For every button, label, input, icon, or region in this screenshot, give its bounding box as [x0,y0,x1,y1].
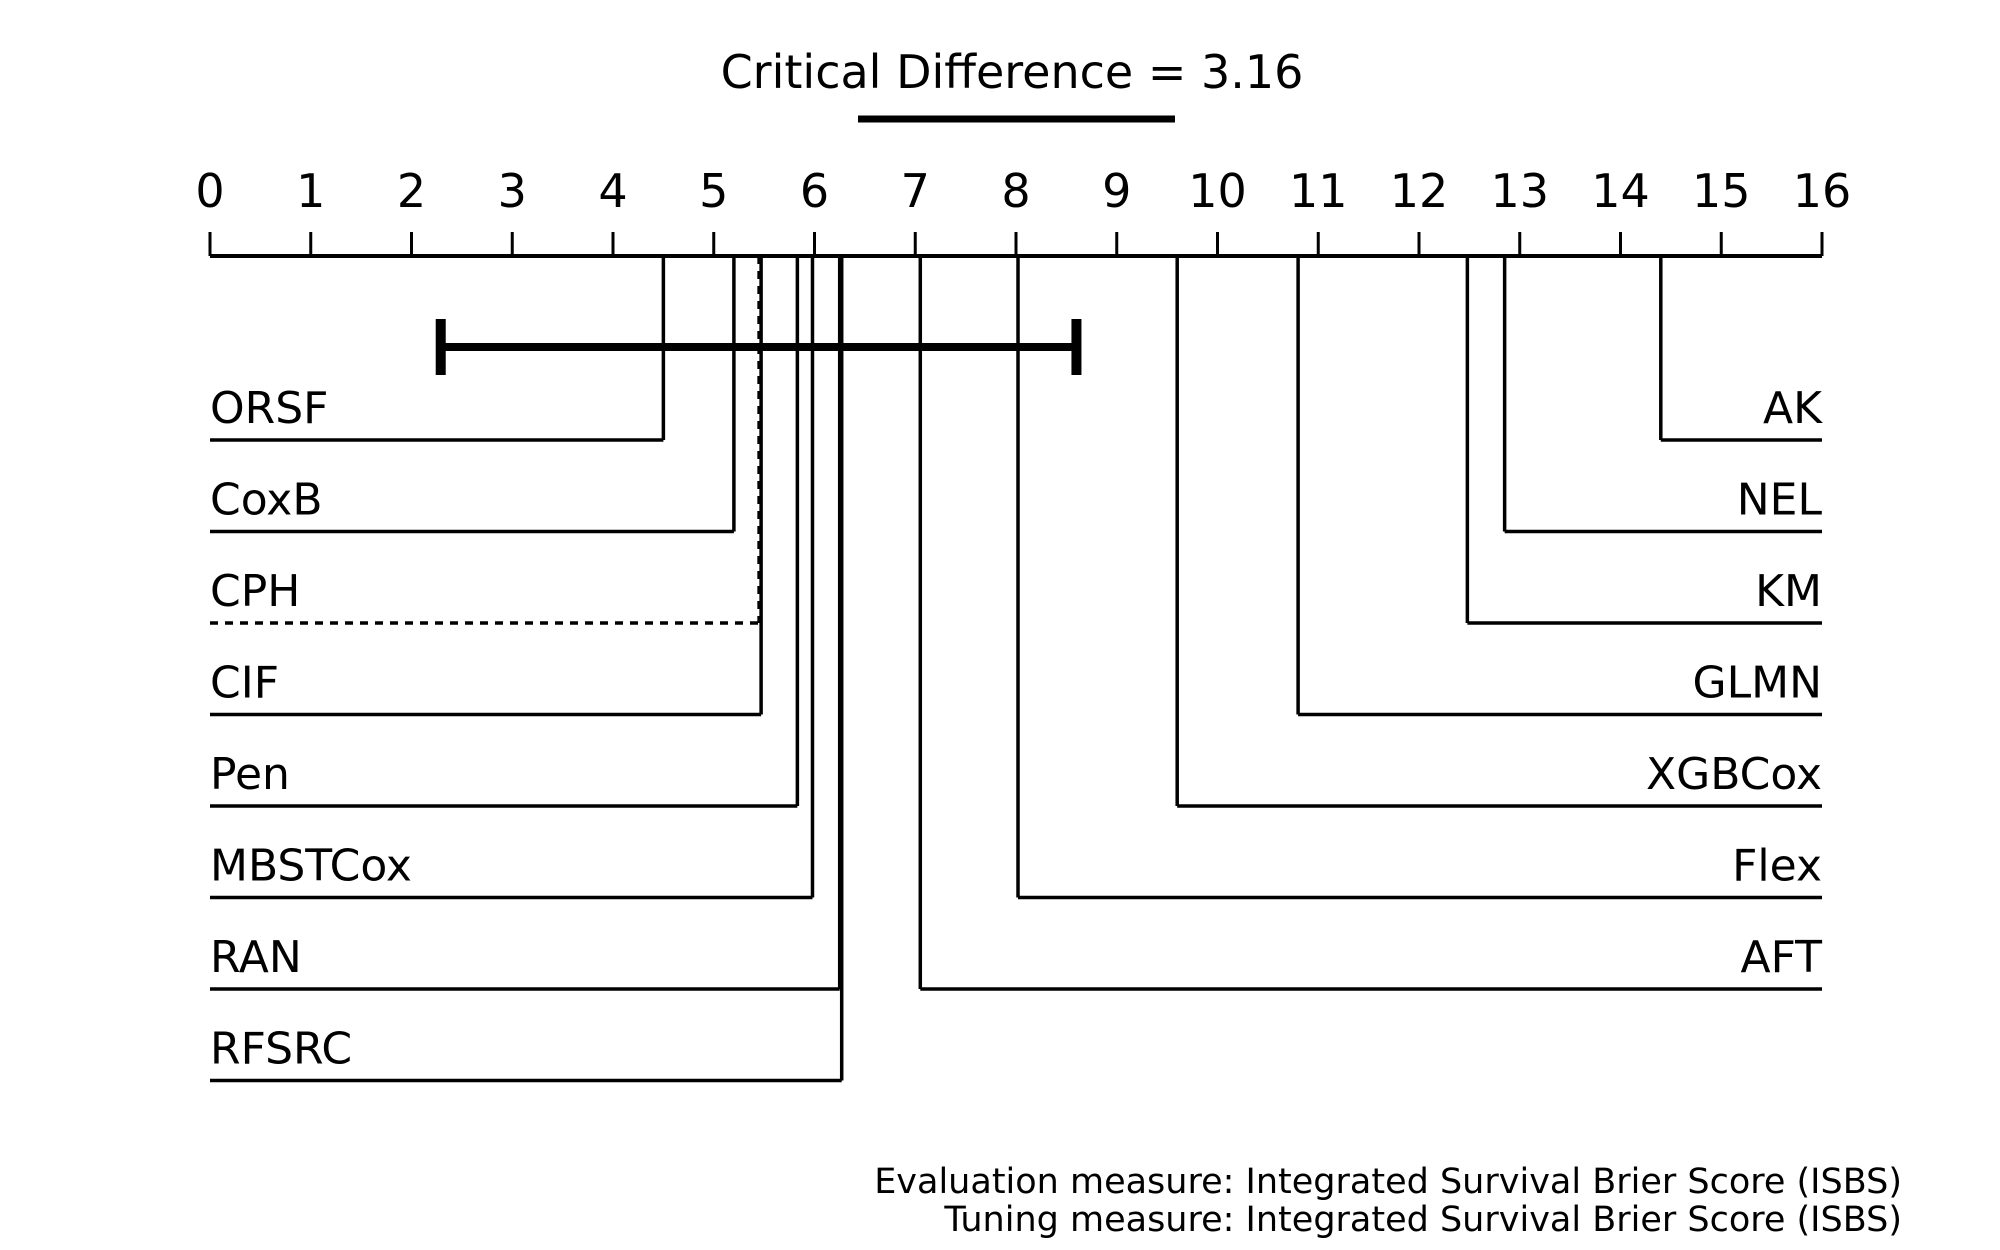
axis-tick-label: 12 [1390,164,1449,218]
method-glmn-label: GLMN [1693,658,1823,709]
method-ak-label: AK [1763,383,1823,434]
axis-tick-label: 15 [1692,164,1751,218]
method-nel-label: NEL [1737,475,1823,526]
axis-tick-label: 11 [1289,164,1348,218]
axis-tick-label: 14 [1591,164,1650,218]
axis-tick-label: 13 [1490,164,1549,218]
rank-axis: 0 1 2 3 4 5 6 7 8 9 10 11 12 13 14 15 16 [195,164,1852,258]
axis-tick-label: 6 [800,164,829,218]
axis-tick-label: 1 [296,164,325,218]
method-flex-label: Flex [1732,841,1822,892]
axis-tick-label: 7 [901,164,930,218]
axis-tick-label: 0 [195,164,224,218]
tuning-measure-note: Tuning measure: Integrated Survival Brie… [943,1200,1902,1240]
axis-tick-label: 10 [1188,164,1247,218]
axis-tick-label: 2 [397,164,426,218]
method-rfsrc-label: RFSRC [210,1024,352,1075]
method-lines: ORSF CoxB CPH CIF Pen MBSTCox RAN RFSRC AK NEL KM G… [210,256,1823,1083]
method-pen-label: Pen [210,749,290,800]
method-cph-label: CPH [210,566,300,617]
method-ran-label: RAN [210,932,302,983]
method-aft-label: AFT [1740,932,1822,983]
axis-tick-label: 8 [1001,164,1030,218]
axis-tick-label: 16 [1793,164,1852,218]
method-orsf-label: ORSF [210,383,328,434]
method-mbstcox-label: MBSTCox [210,841,412,892]
axis-tick-label: 5 [699,164,728,218]
evaluation-measure-note: Evaluation measure: Integrated Survival … [874,1162,1902,1202]
method-km-label: KM [1755,566,1822,617]
method-xgbcox-label: XGBCox [1646,749,1822,800]
method-coxb-label: CoxB [210,475,323,526]
axis-tick-label: 4 [598,164,627,218]
axis-tick-label: 9 [1102,164,1131,218]
chart-title: Critical Difference = 3.16 [721,45,1304,99]
axis-tick-label: 3 [498,164,527,218]
method-cif-label: CIF [210,658,279,709]
